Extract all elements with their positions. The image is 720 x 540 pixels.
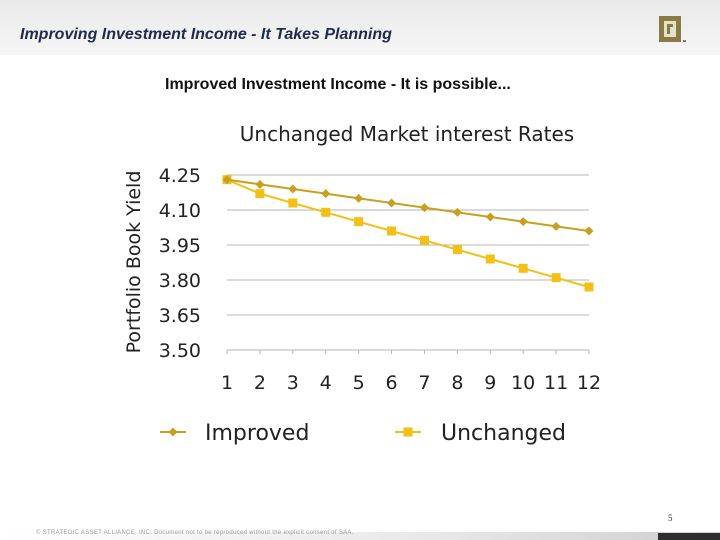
company-logo-icon bbox=[659, 16, 686, 42]
data-point-improved bbox=[518, 217, 528, 227]
x-tick-label: 3 bbox=[287, 372, 299, 394]
x-tick-label: 1 bbox=[221, 372, 233, 394]
x-tick-label: 9 bbox=[484, 372, 496, 394]
chart-title: Unchanged Market interest Rates bbox=[240, 122, 574, 146]
data-point-improved bbox=[452, 207, 462, 217]
data-point-improved bbox=[387, 198, 397, 208]
data-point-unchanged bbox=[354, 217, 364, 227]
x-tick-label: 5 bbox=[353, 372, 365, 394]
data-point-improved bbox=[255, 179, 265, 189]
data-point-unchanged bbox=[551, 273, 561, 283]
legend-marker-unchanged bbox=[403, 427, 413, 437]
x-tick-label: 12 bbox=[577, 372, 601, 394]
series-line-unchanged bbox=[226, 178, 590, 288]
chart-text-layer: Unchanged Market interest Rates Portfolio… bbox=[123, 122, 601, 394]
data-point-unchanged bbox=[584, 282, 594, 292]
data-point-unchanged bbox=[452, 245, 462, 255]
header-band bbox=[0, 0, 720, 55]
data-point-improved bbox=[222, 175, 232, 185]
x-tick-label: 4 bbox=[320, 372, 332, 394]
x-tick-label: 6 bbox=[385, 372, 397, 394]
x-tick-label: 8 bbox=[451, 372, 463, 394]
grid-lines bbox=[226, 174, 590, 354]
y-axis-label: Portfolio Book Yield bbox=[123, 171, 145, 354]
y-tick-label: 3.80 bbox=[159, 270, 201, 292]
data-point-improved bbox=[288, 184, 298, 194]
y-tick-label: 3.95 bbox=[159, 235, 201, 257]
data-point-improved bbox=[551, 221, 561, 231]
data-point-improved bbox=[354, 193, 364, 203]
data-point-improved bbox=[419, 203, 429, 213]
slide-subtitle: Improved Investment Income - It is possi… bbox=[165, 76, 511, 93]
data-point-unchanged bbox=[321, 207, 331, 217]
x-tick-label: 7 bbox=[418, 372, 430, 394]
legend-marker-improved bbox=[168, 427, 178, 437]
data-point-improved bbox=[485, 212, 495, 222]
x-tick-label: 11 bbox=[544, 372, 568, 394]
data-point-unchanged bbox=[485, 254, 495, 264]
y-tick-label: 3.50 bbox=[159, 340, 201, 362]
series-layer bbox=[222, 175, 594, 292]
data-point-improved bbox=[321, 189, 331, 199]
page-number: 5 bbox=[668, 513, 673, 523]
legend: Improved Unchanged bbox=[160, 421, 566, 446]
data-point-unchanged bbox=[387, 226, 397, 236]
x-tick-label: 10 bbox=[511, 372, 535, 394]
footer-band bbox=[0, 532, 720, 540]
data-point-improved bbox=[584, 226, 594, 236]
y-tick-label: 4.25 bbox=[159, 165, 201, 187]
data-point-unchanged bbox=[255, 189, 265, 199]
y-tick-label: 3.65 bbox=[159, 305, 201, 327]
x-tick-label: 2 bbox=[254, 372, 266, 394]
data-point-unchanged bbox=[518, 263, 528, 273]
legend-label-unchanged: Unchanged bbox=[441, 421, 566, 446]
series-line-improved bbox=[226, 178, 590, 232]
data-point-unchanged bbox=[288, 198, 298, 208]
legend-label-improved: Improved bbox=[205, 421, 309, 446]
slide-title: Improving Investment Income - It Takes P… bbox=[20, 26, 392, 43]
data-point-unchanged bbox=[419, 235, 429, 245]
footer-copyright: © STRATEGIC ASSET ALLIANCE, INC. Documen… bbox=[36, 530, 354, 536]
y-tick-label: 4.10 bbox=[159, 200, 201, 222]
footer-bar bbox=[658, 533, 720, 540]
